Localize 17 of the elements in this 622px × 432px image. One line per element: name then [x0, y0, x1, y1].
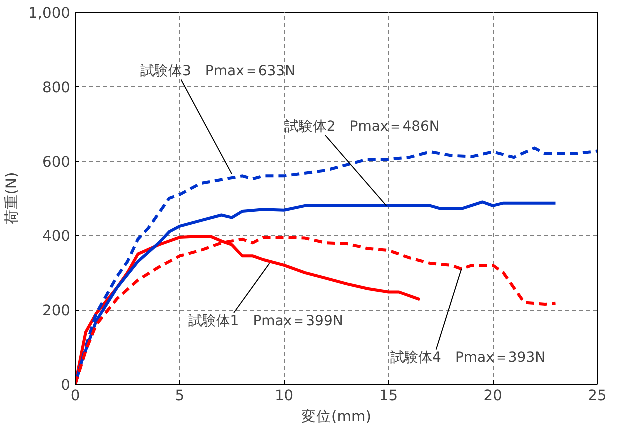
y-axis-title: 荷重(N)	[4, 172, 21, 225]
annotation: 試験体1 Pmax＝399N	[188, 313, 344, 330]
y-tick-label: 800	[42, 79, 71, 96]
x-tick-label: 15	[379, 388, 398, 404]
annotation: 試験体2 Pmax＝486N	[284, 119, 440, 136]
x-axis-title: 変位(mm)	[302, 408, 372, 426]
x-tick-label: 10	[274, 388, 294, 404]
y-tick-label: 400	[42, 228, 71, 246]
annotation: 試験体3 Pmax＝633N	[140, 63, 296, 80]
y-tick-label: 600	[42, 154, 71, 171]
x-tick-label: 25	[588, 388, 607, 404]
y-tick-label: 0	[61, 377, 71, 394]
y-tick-label: 200	[42, 302, 71, 320]
x-tick-label: 5	[175, 388, 185, 404]
y-tick-label: 1,000	[28, 5, 71, 22]
x-tick-label: 20	[484, 388, 502, 404]
annotation: 試験体4 Pmax＝393N	[390, 350, 546, 366]
